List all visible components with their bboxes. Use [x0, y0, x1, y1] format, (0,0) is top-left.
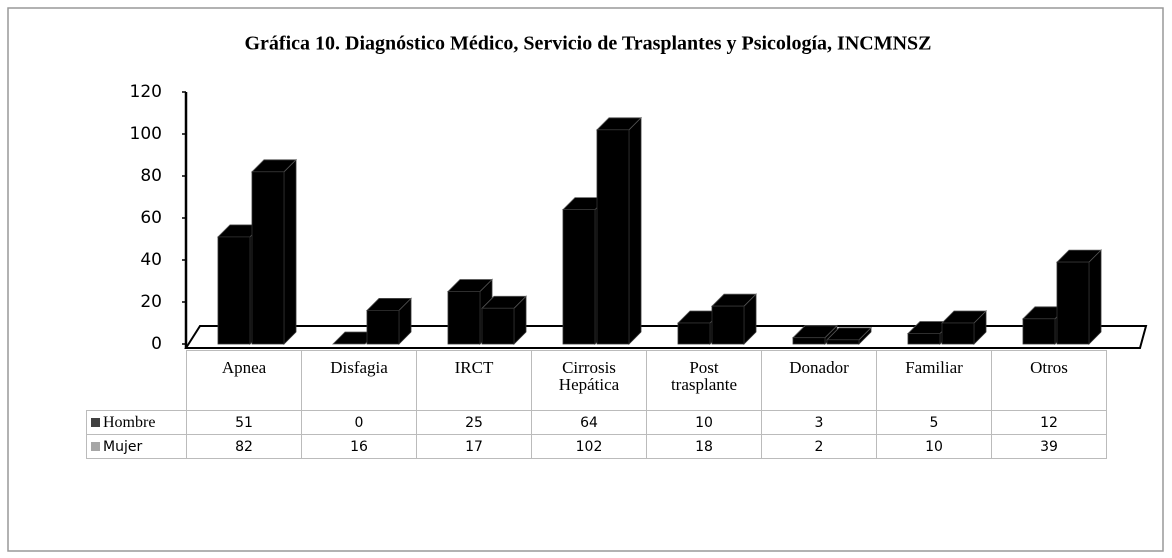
bar [562, 209, 596, 345]
legend-key [91, 418, 100, 427]
bar [481, 307, 515, 345]
bar [792, 337, 826, 345]
bar-side [283, 158, 297, 345]
chart-title: Gráfica 10. Diagnóstico Médico, Servicio… [245, 33, 932, 55]
legend-entry: Mujer [86, 434, 187, 459]
category-label: Apnea [186, 350, 302, 411]
category-label: Post trasplante [646, 350, 762, 411]
table-value: 64 [531, 410, 647, 435]
legend-label: Mujer [103, 438, 143, 455]
bar [217, 236, 251, 345]
table-value: 25 [416, 410, 532, 435]
table-value: 12 [991, 410, 1107, 435]
bar [941, 322, 975, 345]
y-tick-label: 100 [130, 124, 162, 144]
legend-entry: Hombre [86, 410, 187, 435]
table-value: 17 [416, 434, 532, 459]
table-value: 18 [646, 434, 762, 459]
bar [711, 305, 745, 345]
table-value: 39 [991, 434, 1107, 459]
legend-key [91, 442, 100, 451]
bar [251, 171, 285, 345]
category-label: Donador [761, 350, 877, 411]
category-label: Disfagia [301, 350, 417, 411]
table-value: 0 [301, 410, 417, 435]
y-tick-label: 80 [140, 166, 162, 186]
table-value: 5 [876, 410, 992, 435]
category-label: Otros [991, 350, 1107, 411]
legend-label: Hombre [103, 413, 156, 431]
table-value: 51 [186, 410, 302, 435]
table-value: 3 [761, 410, 877, 435]
bar-side [1088, 249, 1102, 345]
bar [366, 309, 400, 345]
table-value: 10 [646, 410, 762, 435]
y-tick-label: 40 [140, 250, 162, 270]
bar [1056, 261, 1090, 345]
y-tick-label: 120 [130, 82, 162, 102]
table-value: 82 [186, 434, 302, 459]
table-value: 16 [301, 434, 417, 459]
frame [7, 7, 1164, 552]
bar [826, 339, 860, 345]
y-tick-label: 60 [140, 208, 162, 228]
floor [184, 325, 1148, 349]
table-value: 2 [761, 434, 877, 459]
category-label: IRCT [416, 350, 532, 411]
bar [677, 322, 711, 345]
bar [447, 291, 481, 345]
bar-side [628, 116, 642, 345]
y-tick-label: 0 [151, 334, 162, 354]
bar [1022, 318, 1056, 345]
bar [596, 129, 630, 345]
table-value: 102 [531, 434, 647, 459]
bar [907, 333, 941, 345]
category-label: Cirrosis Hepática [531, 350, 647, 411]
table-value: 10 [876, 434, 992, 459]
y-tick-label: 20 [140, 292, 162, 312]
category-label: Familiar [876, 350, 992, 411]
